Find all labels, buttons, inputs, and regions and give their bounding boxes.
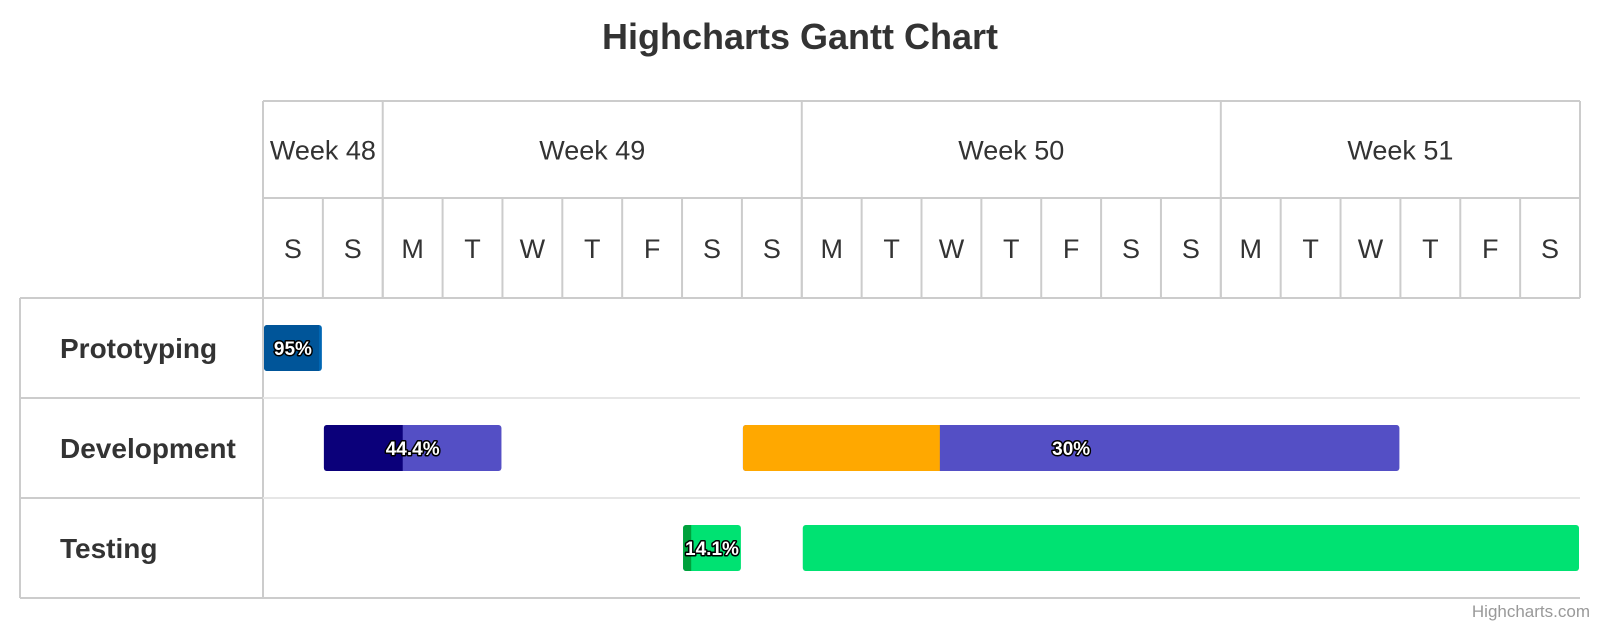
task-progress-fill: [323, 425, 403, 471]
grid-lines: [19, 100, 1581, 599]
day-label: S: [284, 234, 302, 264]
day-label: W: [520, 234, 546, 264]
day-label: F: [1063, 234, 1080, 264]
task-progress-label: 95%: [274, 339, 312, 360]
row-label: Prototyping: [60, 333, 217, 364]
row-labels: Prototyping Development Testing: [60, 333, 236, 564]
day-label: S: [763, 234, 781, 264]
task-bar-fill: [683, 525, 741, 571]
task-progress-fill: [742, 425, 940, 471]
day-label: T: [464, 234, 481, 264]
day-label: T: [883, 234, 900, 264]
task-bar[interactable]: 44.4%: [323, 425, 502, 471]
day-label: M: [820, 234, 843, 264]
row-label: Development: [60, 433, 236, 464]
day-label: F: [644, 234, 661, 264]
task-progress-label: 30%: [1052, 439, 1090, 460]
task-bar[interactable]: [802, 525, 1579, 571]
task-progress-label: 44.4%: [386, 439, 440, 460]
task-bar-fill: [802, 525, 1579, 571]
task-bar[interactable]: 14.1%: [683, 525, 741, 571]
day-label: M: [401, 234, 424, 264]
day-label: S: [1541, 234, 1559, 264]
day-label: T: [1003, 234, 1020, 264]
credits-link[interactable]: Highcharts.com: [1472, 602, 1590, 621]
day-label: T: [1302, 234, 1319, 264]
day-label: S: [344, 234, 362, 264]
chart-title: Highcharts Gantt Chart: [602, 16, 998, 57]
task-bar[interactable]: 30%: [742, 425, 1400, 471]
day-label: F: [1482, 234, 1499, 264]
week-label: Week 49: [539, 136, 645, 166]
row-label: Testing: [60, 533, 157, 564]
week-label: Week 50: [958, 136, 1064, 166]
week-label: Week 51: [1347, 136, 1453, 166]
day-label: S: [1182, 234, 1200, 264]
task-bars: 95% 44.4% 30% 14.1%: [264, 325, 1579, 571]
day-label: W: [939, 234, 965, 264]
day-label: S: [1122, 234, 1140, 264]
week-header: Week 48 Week 49 Week 50 Week 51: [270, 136, 1454, 166]
task-progress-label: 14.1%: [685, 539, 739, 560]
week-label: Week 48: [270, 136, 376, 166]
day-label: M: [1240, 234, 1263, 264]
day-label: W: [1358, 234, 1384, 264]
task-bar[interactable]: 95%: [264, 325, 322, 371]
day-label: T: [584, 234, 601, 264]
task-progress-fill: [264, 325, 319, 371]
task-progress-fill: [683, 525, 692, 571]
day-label: S: [703, 234, 721, 264]
day-label: T: [1422, 234, 1439, 264]
